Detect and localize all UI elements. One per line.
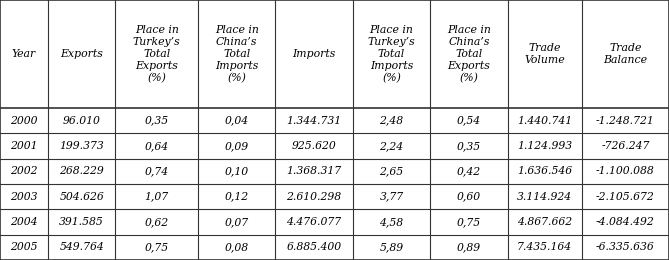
Text: -1.248.721: -1.248.721 (596, 116, 655, 126)
Text: 3.114.924: 3.114.924 (517, 192, 572, 202)
Text: 96.010: 96.010 (63, 116, 100, 126)
Text: 268.229: 268.229 (60, 166, 104, 176)
Text: 2,24: 2,24 (379, 141, 403, 151)
Text: 0,08: 0,08 (225, 242, 249, 252)
Text: Place in
Turkey’s
Total
Imports
(%): Place in Turkey’s Total Imports (%) (368, 25, 415, 83)
Text: 0,60: 0,60 (457, 192, 481, 202)
Text: 1,07: 1,07 (145, 192, 169, 202)
Text: 4,58: 4,58 (379, 217, 403, 227)
Text: 1.124.993: 1.124.993 (517, 141, 572, 151)
Text: Imports: Imports (292, 49, 336, 59)
Text: 0,54: 0,54 (457, 116, 481, 126)
Text: 5,89: 5,89 (379, 242, 403, 252)
Text: 1.440.741: 1.440.741 (517, 116, 572, 126)
Text: Place in
China’s
Total
Exports
(%): Place in China’s Total Exports (%) (447, 25, 491, 83)
Text: 1.344.731: 1.344.731 (286, 116, 342, 126)
Text: 2,65: 2,65 (379, 166, 403, 176)
Text: 1.636.546: 1.636.546 (517, 166, 572, 176)
Text: -4.084.492: -4.084.492 (596, 217, 655, 227)
Text: 2001: 2001 (10, 141, 37, 151)
Text: 0,04: 0,04 (225, 116, 249, 126)
Text: 0,09: 0,09 (225, 141, 249, 151)
Text: 549.764: 549.764 (60, 242, 104, 252)
Text: 3,77: 3,77 (379, 192, 403, 202)
Text: 0,35: 0,35 (457, 141, 481, 151)
Text: -2.105.672: -2.105.672 (596, 192, 655, 202)
Text: 925.620: 925.620 (292, 141, 337, 151)
Text: Place in
China’s
Total
Imports
(%): Place in China’s Total Imports (%) (215, 25, 258, 83)
Text: 0,07: 0,07 (225, 217, 249, 227)
Text: 0,74: 0,74 (145, 166, 169, 176)
Text: 6.885.400: 6.885.400 (286, 242, 342, 252)
Text: 0,42: 0,42 (457, 166, 481, 176)
Text: 4.867.662: 4.867.662 (517, 217, 572, 227)
Text: 0,12: 0,12 (225, 192, 249, 202)
Text: 2003: 2003 (10, 192, 37, 202)
Text: 2005: 2005 (10, 242, 37, 252)
Text: 0,89: 0,89 (457, 242, 481, 252)
Text: 0,64: 0,64 (145, 141, 169, 151)
Text: 0,10: 0,10 (225, 166, 249, 176)
Text: 4.476.077: 4.476.077 (286, 217, 342, 227)
Text: 2,48: 2,48 (379, 116, 403, 126)
Text: Year: Year (12, 49, 36, 59)
Text: Exports: Exports (60, 49, 103, 59)
Text: 0,75: 0,75 (145, 242, 169, 252)
Text: Place in
Turkey’s
Total
Exports
(%): Place in Turkey’s Total Exports (%) (133, 25, 181, 83)
Text: 199.373: 199.373 (60, 141, 104, 151)
Text: 0,35: 0,35 (145, 116, 169, 126)
Text: 7.435.164: 7.435.164 (517, 242, 572, 252)
Text: 391.585: 391.585 (60, 217, 104, 227)
Text: 2002: 2002 (10, 166, 37, 176)
Text: 2000: 2000 (10, 116, 37, 126)
Text: Trade
Balance: Trade Balance (603, 43, 648, 65)
Text: 0,62: 0,62 (145, 217, 169, 227)
Text: 2004: 2004 (10, 217, 37, 227)
Text: 0,75: 0,75 (457, 217, 481, 227)
Text: -1.100.088: -1.100.088 (596, 166, 655, 176)
Text: 504.626: 504.626 (60, 192, 104, 202)
Text: 2.610.298: 2.610.298 (286, 192, 342, 202)
Text: Trade
Volume: Trade Volume (524, 43, 565, 65)
Text: -726.247: -726.247 (601, 141, 650, 151)
Text: -6.335.636: -6.335.636 (596, 242, 655, 252)
Text: 1.368.317: 1.368.317 (286, 166, 342, 176)
